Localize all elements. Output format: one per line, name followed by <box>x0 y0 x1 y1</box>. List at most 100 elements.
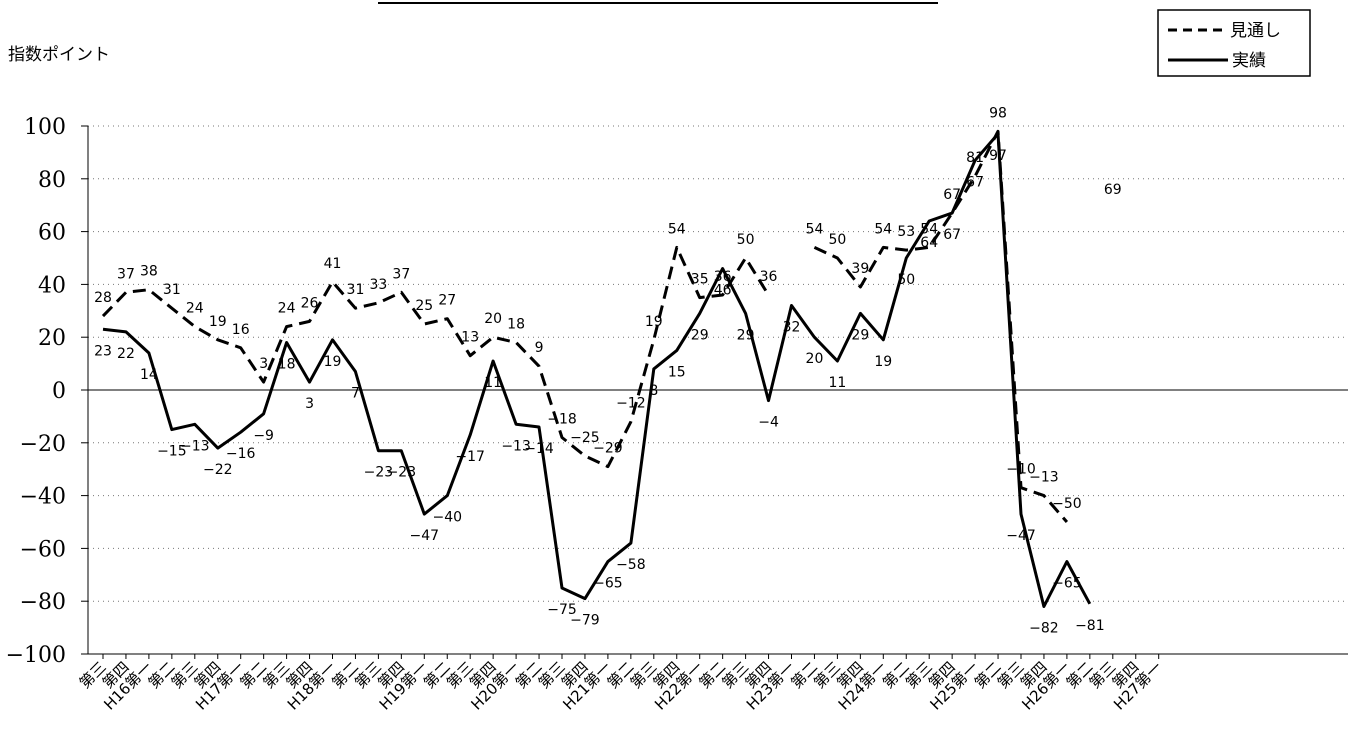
actual-data-label: −79 <box>570 613 600 629</box>
actual-data-label: 14 <box>140 367 158 383</box>
y-tick-label: −100 <box>6 643 66 668</box>
forecast-data-label: 27 <box>438 293 456 309</box>
forecast-data-label: 53 <box>897 224 915 240</box>
actual-data-label: 11 <box>828 375 846 391</box>
forecast-data-label: 81 <box>966 150 984 166</box>
y-tick-label: 40 <box>38 273 66 298</box>
forecast-data-label: 33 <box>369 277 387 293</box>
forecast-data-label: 41 <box>324 256 342 272</box>
actual-data-label: −65 <box>1052 576 1082 592</box>
forecast-line-segment <box>813 129 1069 523</box>
forecast-data-label: 69 <box>1104 182 1122 198</box>
forecast-data-label: 19 <box>645 314 663 330</box>
actual-data-label: 29 <box>691 327 709 343</box>
actual-data-label: 64 <box>920 235 938 251</box>
actual-data-label: −9 <box>253 428 274 444</box>
actual-data-label: −14 <box>524 441 554 457</box>
forecast-data-label: 9 <box>535 340 544 356</box>
actual-data-label: −47 <box>1006 528 1036 544</box>
y-tick-label: −60 <box>20 537 66 562</box>
forecast-data-label: 13 <box>461 330 479 346</box>
forecast-data-label: −13 <box>1029 470 1059 486</box>
y-tick-label: 0 <box>52 379 66 404</box>
y-tick-labels: 100 80 60 40 20 0 −20 −40 −60 −80 −100 <box>6 115 66 668</box>
forecast-data-label: 24 <box>186 301 204 317</box>
y-tick-label: −80 <box>20 590 66 615</box>
legend-box <box>1157 9 1311 77</box>
forecast-data-label: 19 <box>209 314 227 330</box>
actual-data-label: 67 <box>966 174 984 190</box>
forecast-data-label: 38 <box>140 264 158 280</box>
y-tick-label: −40 <box>20 485 66 510</box>
forecast-data-label: 36 <box>714 269 732 285</box>
actual-data-label: 11 <box>484 375 502 391</box>
forecast-data-label: 50 <box>828 232 846 248</box>
forecast-data-label: 16 <box>232 322 250 338</box>
actual-data-label: −15 <box>157 444 187 460</box>
y-tick-label: 80 <box>38 168 66 193</box>
actual-data-label: 3 <box>305 396 314 412</box>
forecast-data-label: 36 <box>760 269 778 285</box>
actual-data-label: −16 <box>226 446 256 462</box>
y-axis-title: 指数ポイント <box>8 45 110 65</box>
grid-lines <box>88 125 1348 602</box>
forecast-data-label: 37 <box>392 266 410 282</box>
forecast-data-label: 28 <box>94 290 112 306</box>
actual-data-label: 8 <box>649 383 658 399</box>
forecast-data-label: −50 <box>1052 496 1082 512</box>
axes <box>81 125 1348 659</box>
forecast-data-label: 24 <box>278 301 296 317</box>
series-actual <box>102 132 1092 608</box>
series-forecast <box>101 129 1069 523</box>
forecast-data-label: 31 <box>163 282 181 298</box>
forecast-data-label: 67 <box>943 187 961 203</box>
forecast-data-label: 25 <box>415 298 433 314</box>
actual-data-label: 20 <box>806 351 824 367</box>
actual-data-label: 19 <box>874 354 892 370</box>
actual-data-label: −17 <box>455 449 485 465</box>
forecast-line-segment <box>101 245 770 469</box>
actual-data-label: 23 <box>94 343 112 359</box>
forecast-data-label: −12 <box>616 396 646 412</box>
forecast-data-label: 31 <box>347 282 365 298</box>
forecast-data-label: 54 <box>874 221 892 237</box>
actual-data-label: −4 <box>758 415 779 431</box>
forecast-data-label: 54 <box>806 221 824 237</box>
forecast-data-label: −10 <box>1006 462 1036 478</box>
forecast-data-label: 20 <box>484 311 502 327</box>
actual-data-label: −23 <box>364 465 394 481</box>
actual-data-label: 19 <box>324 354 342 370</box>
forecast-data-label: 3 <box>259 356 268 372</box>
actual-data-label: −47 <box>410 528 440 544</box>
forecast-data-label: 37 <box>117 266 135 282</box>
forecast-data-label: 26 <box>301 295 319 311</box>
actual-data-label: 97 <box>989 148 1007 164</box>
y-tick-label: −20 <box>20 432 66 457</box>
actual-data-label: −58 <box>616 557 646 573</box>
forecast-data-label: 54 <box>920 221 938 237</box>
actual-data-label: −75 <box>547 602 577 618</box>
actual-line-segment <box>102 132 1092 608</box>
actual-data-label: −65 <box>593 576 623 592</box>
forecast-data-label: 50 <box>737 232 755 248</box>
actual-data-label: −82 <box>1029 620 1059 636</box>
data-labels-actual: 23 2214−15−13−22−16−9183197−23−23−47−40−1… <box>94 148 1105 637</box>
legend-label-actual: 実績 <box>1232 51 1266 71</box>
actual-data-label: 22 <box>117 346 135 362</box>
actual-data-label: 7 <box>351 386 360 402</box>
actual-data-label: −13 <box>501 438 531 454</box>
forecast-data-label: 98 <box>989 105 1007 121</box>
actual-data-label: −23 <box>387 465 417 481</box>
forecast-data-label: 35 <box>691 272 709 288</box>
actual-data-label: 29 <box>737 327 755 343</box>
forecast-data-label: 18 <box>507 316 525 332</box>
y-tick-label: 20 <box>38 326 66 351</box>
forecast-data-label: −25 <box>570 430 600 446</box>
y-tick-label: 100 <box>24 115 66 140</box>
actual-data-label: −13 <box>180 438 210 454</box>
legend-label-forecast: 見通し <box>1230 21 1281 41</box>
legend: 見通し 実績 <box>1157 9 1311 77</box>
actual-data-label: 32 <box>783 320 801 336</box>
actual-data-label: 29 <box>851 327 869 343</box>
